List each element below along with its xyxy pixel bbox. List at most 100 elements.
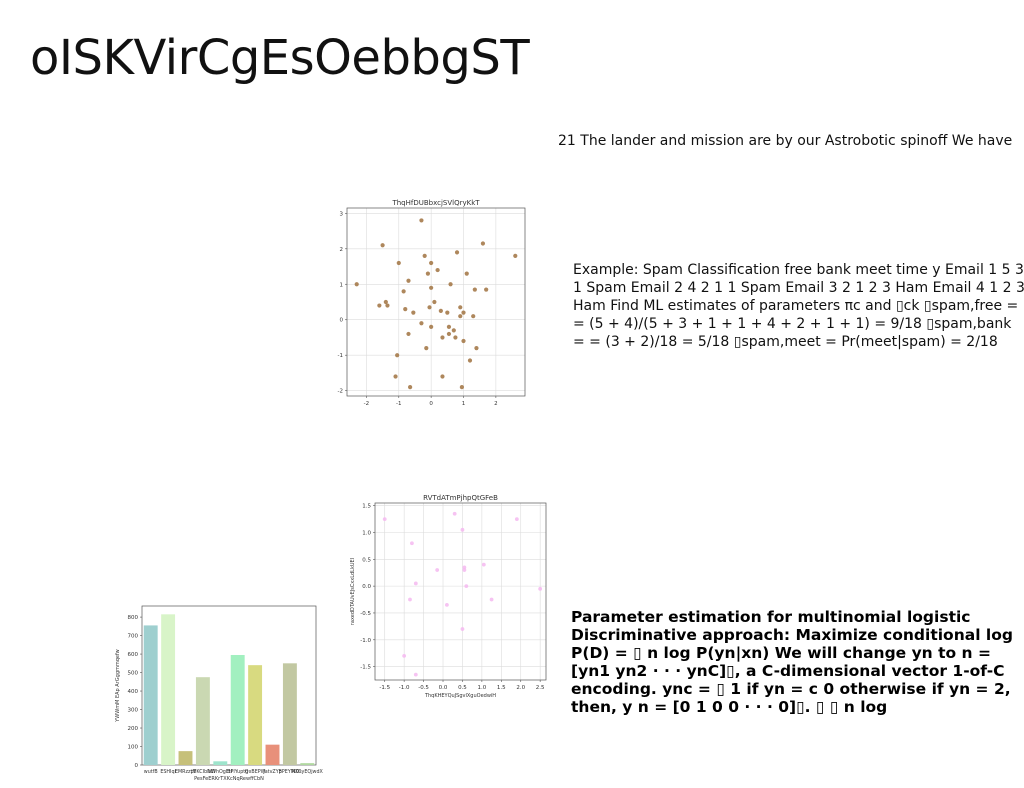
- data-point: [481, 562, 486, 567]
- x-tick-label: 2.0: [516, 685, 525, 691]
- y-tick-label: 0: [135, 763, 139, 769]
- data-point: [454, 250, 460, 255]
- data-point: [435, 568, 440, 572]
- data-point: [513, 253, 518, 258]
- data-point: [411, 310, 416, 315]
- data-point: [461, 338, 466, 344]
- data-point: [480, 241, 486, 246]
- data-point: [401, 289, 406, 294]
- data-point: [460, 527, 465, 532]
- x-tick-label: JatvZYp: [262, 769, 281, 775]
- data-point: [403, 306, 408, 312]
- data-point: [474, 346, 479, 351]
- y-tick-label: -1.5: [360, 665, 371, 671]
- y-tick-label: 0.5: [362, 557, 371, 563]
- data-point: [408, 385, 413, 390]
- data-point: [462, 565, 467, 570]
- data-point: [354, 282, 359, 287]
- y-tick-label: 1: [340, 282, 344, 288]
- data-point: [413, 581, 418, 586]
- y-tick-label: 800: [128, 615, 139, 621]
- bar: [248, 665, 263, 765]
- data-point: [446, 331, 452, 337]
- x-tick-label: 2: [494, 401, 498, 407]
- data-point: [429, 324, 434, 329]
- data-point: [440, 374, 445, 379]
- x-tick-label: 1.5: [497, 685, 506, 691]
- data-point: [385, 303, 390, 308]
- x-tick-label: BPEYMXC: [279, 769, 302, 775]
- data-point: [472, 287, 477, 292]
- chart-title: ThqHfDUBbxcjSVlQryKkT: [391, 199, 480, 207]
- data-point: [471, 314, 476, 319]
- data-point: [427, 305, 432, 310]
- x-tick-label: pFKCIbNEI: [191, 769, 216, 775]
- x-tick-label: NDsyEQjwdX: [292, 769, 324, 775]
- data-point: [408, 597, 412, 602]
- data-point: [458, 305, 463, 310]
- x-tick-label: bWhOgEtf: [208, 769, 233, 775]
- data-point: [410, 541, 414, 546]
- data-point: [460, 627, 465, 631]
- data-point: [445, 310, 450, 315]
- data-point: [448, 282, 453, 287]
- data-point: [451, 328, 456, 333]
- data-point: [514, 517, 519, 521]
- y-tick-label: 400: [128, 689, 139, 695]
- y-tick-label: 0.0: [362, 584, 371, 590]
- bar: [143, 625, 158, 765]
- data-point: [458, 314, 463, 319]
- y-axis-label: raxedDTAUvEJsCxxLdLkUEI: [350, 558, 356, 625]
- data-point: [425, 271, 431, 276]
- data-point: [406, 331, 411, 337]
- x-tick-label: 1.0: [478, 685, 487, 691]
- x-tick-label: ESHIqi: [160, 769, 175, 775]
- x-tick-label: -2: [364, 401, 369, 407]
- data-point: [383, 299, 388, 305]
- data-point: [438, 308, 443, 313]
- bar-chart: 0 100 200 300 400 500 600 700 800 wutfB ESHIqi EMRz…: [110, 598, 324, 784]
- x-tick-label: wutfB: [144, 769, 158, 775]
- data-point: [435, 267, 440, 273]
- x-axis-label: ThqKHEYQuJSgvlXguOedwiH: [424, 693, 496, 699]
- y-tick-label: -1: [338, 353, 343, 359]
- x-tick-label: -1: [396, 401, 401, 407]
- x-tick-label: EMRzztN: [175, 769, 196, 775]
- y-tick-label: -2: [338, 389, 343, 395]
- data-point: [429, 285, 434, 290]
- bar: [282, 663, 297, 765]
- data-point: [464, 271, 469, 276]
- y-axis-label: YWWmM EAp ArGggmmqefw: [115, 649, 121, 723]
- x-tick-label: -0.5: [418, 685, 429, 691]
- data-point: [462, 568, 467, 572]
- spam-classification-paragraph: Example: Spam Classification free bank m…: [573, 262, 1024, 350]
- bar: [178, 751, 193, 765]
- chart-title: RVTdATmPjhpQtGFeB: [423, 494, 498, 502]
- x-axis-label: PesFeERKrTXKcNqRewffCbN: [194, 776, 264, 782]
- data-point: [377, 303, 382, 308]
- data-point: [452, 511, 457, 516]
- y-tick-label: 700: [128, 634, 139, 640]
- bar: [230, 654, 245, 765]
- data-point: [419, 321, 424, 326]
- parameter-estimation-paragraph: Parameter estimation for multinomial log…: [571, 608, 1013, 716]
- x-tick-label: 0: [429, 401, 433, 407]
- x-tick-label: 0.5: [458, 685, 467, 691]
- y-tick-label: 0: [340, 318, 344, 324]
- y-tick-label: 500: [128, 671, 139, 677]
- x-tick-label: -1.5: [379, 685, 390, 691]
- data-point: [459, 385, 464, 390]
- data-point: [422, 253, 427, 258]
- x-tick-label: 2.5: [536, 685, 545, 691]
- x-tick-label: 1: [462, 401, 466, 407]
- data-point: [440, 335, 445, 340]
- y-tick-label: 1.0: [362, 531, 371, 537]
- data-point: [395, 353, 400, 358]
- data-point: [413, 672, 418, 677]
- data-point: [402, 653, 407, 658]
- data-point: [489, 597, 494, 602]
- plot-frame: [346, 207, 526, 397]
- data-point: [464, 584, 469, 589]
- y-tick-label: 100: [128, 745, 139, 751]
- plot-frame: [374, 502, 547, 681]
